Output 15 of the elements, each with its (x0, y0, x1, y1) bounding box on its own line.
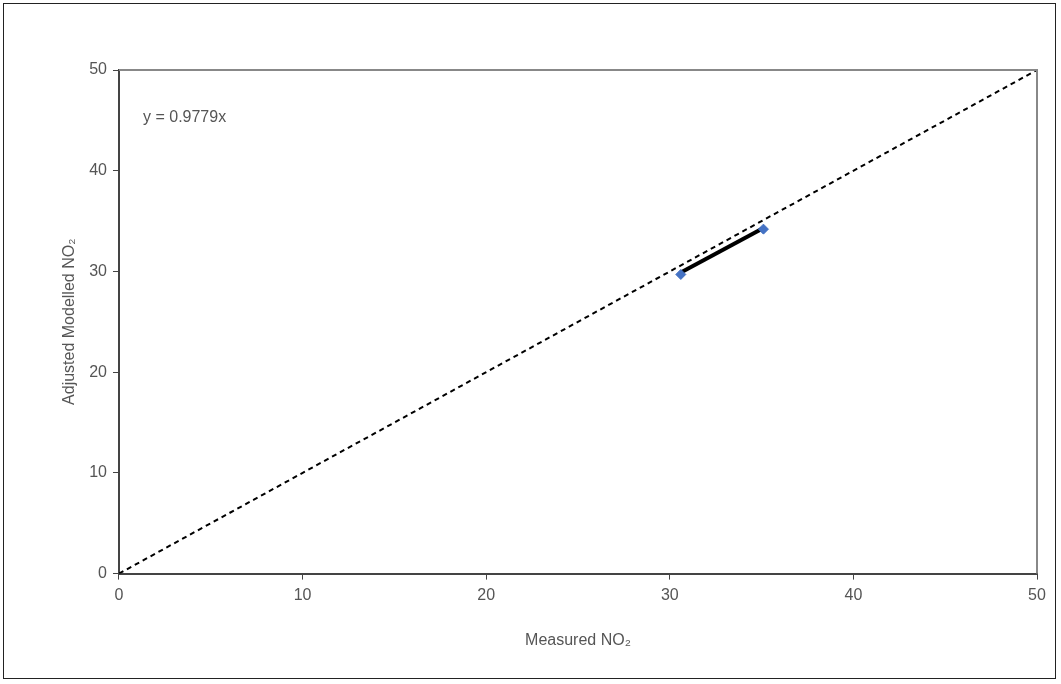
x-tick-label: 10 (293, 585, 312, 603)
annotation: y = 0.9779x (143, 108, 227, 126)
y-tick-label: 20 (89, 362, 108, 380)
x-tick-label: 0 (114, 585, 124, 603)
y-tick-label: 50 (89, 60, 108, 78)
y-tick-label: 40 (89, 161, 108, 179)
x-tick-label: 30 (660, 585, 679, 603)
y-axis-title: Adjusted Modelled NO₂ (60, 238, 78, 405)
x-axis-title: Measured NO₂ (525, 630, 631, 648)
y-tick-label: 30 (89, 261, 108, 279)
x-tick-label: 50 (1028, 585, 1046, 603)
y-tick-label: 0 (98, 564, 108, 582)
x-tick-label: 40 (844, 585, 863, 603)
x-tick-label: 20 (477, 585, 496, 603)
y-tick-label: 10 (89, 463, 108, 481)
